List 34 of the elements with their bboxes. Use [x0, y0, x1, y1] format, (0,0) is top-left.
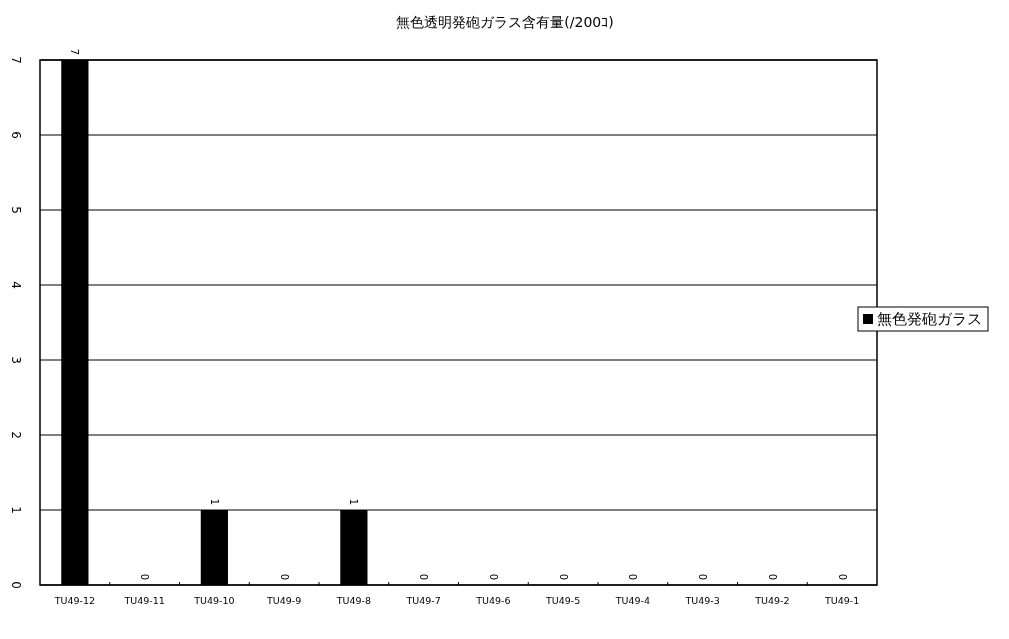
data-label: 7 — [69, 48, 81, 55]
x-tick-label: TU49-3 — [684, 595, 720, 606]
y-tick-label: 0 — [9, 581, 23, 589]
y-tick-label: 4 — [9, 281, 23, 289]
x-tick-label: TU49-5 — [544, 595, 581, 606]
x-tick-label: TU49-12 — [53, 595, 96, 606]
x-tick-label: TU49-6 — [475, 595, 511, 606]
chart-title: 無色透明発砲ガラス含有量(/200ｺ) — [396, 14, 614, 30]
x-tick-label: TU49-11 — [123, 595, 165, 606]
x-tick-label: TU49-8 — [335, 595, 372, 606]
data-label: 0 — [278, 573, 290, 580]
x-tick-label: TU49-7 — [405, 595, 441, 606]
x-tick-label: TU49-9 — [265, 595, 302, 606]
y-tick-label: 5 — [9, 206, 23, 214]
data-label: 1 — [208, 498, 220, 505]
y-tick-label: 6 — [9, 131, 23, 139]
x-tick-label: TU49-4 — [614, 595, 651, 606]
data-label: 0 — [557, 573, 569, 580]
data-label: 0 — [627, 573, 639, 580]
data-label: 0 — [697, 573, 709, 580]
x-tick-label: TU49-1 — [823, 595, 860, 606]
y-tick-label: 7 — [9, 56, 23, 64]
x-tick-label: TU49-2 — [754, 595, 790, 606]
y-tick-label: 1 — [9, 506, 23, 514]
x-tick-label: TU49-10 — [193, 595, 235, 606]
data-label: 0 — [418, 573, 430, 580]
data-label: 0 — [766, 573, 778, 580]
data-label: 0 — [836, 573, 848, 580]
data-label: 0 — [487, 573, 499, 580]
legend-label: 無色発砲ガラス — [877, 310, 982, 328]
y-tick-label: 3 — [9, 356, 23, 364]
data-label: 1 — [348, 498, 360, 505]
data-label: 0 — [139, 573, 151, 580]
y-tick-label: 2 — [9, 431, 23, 439]
